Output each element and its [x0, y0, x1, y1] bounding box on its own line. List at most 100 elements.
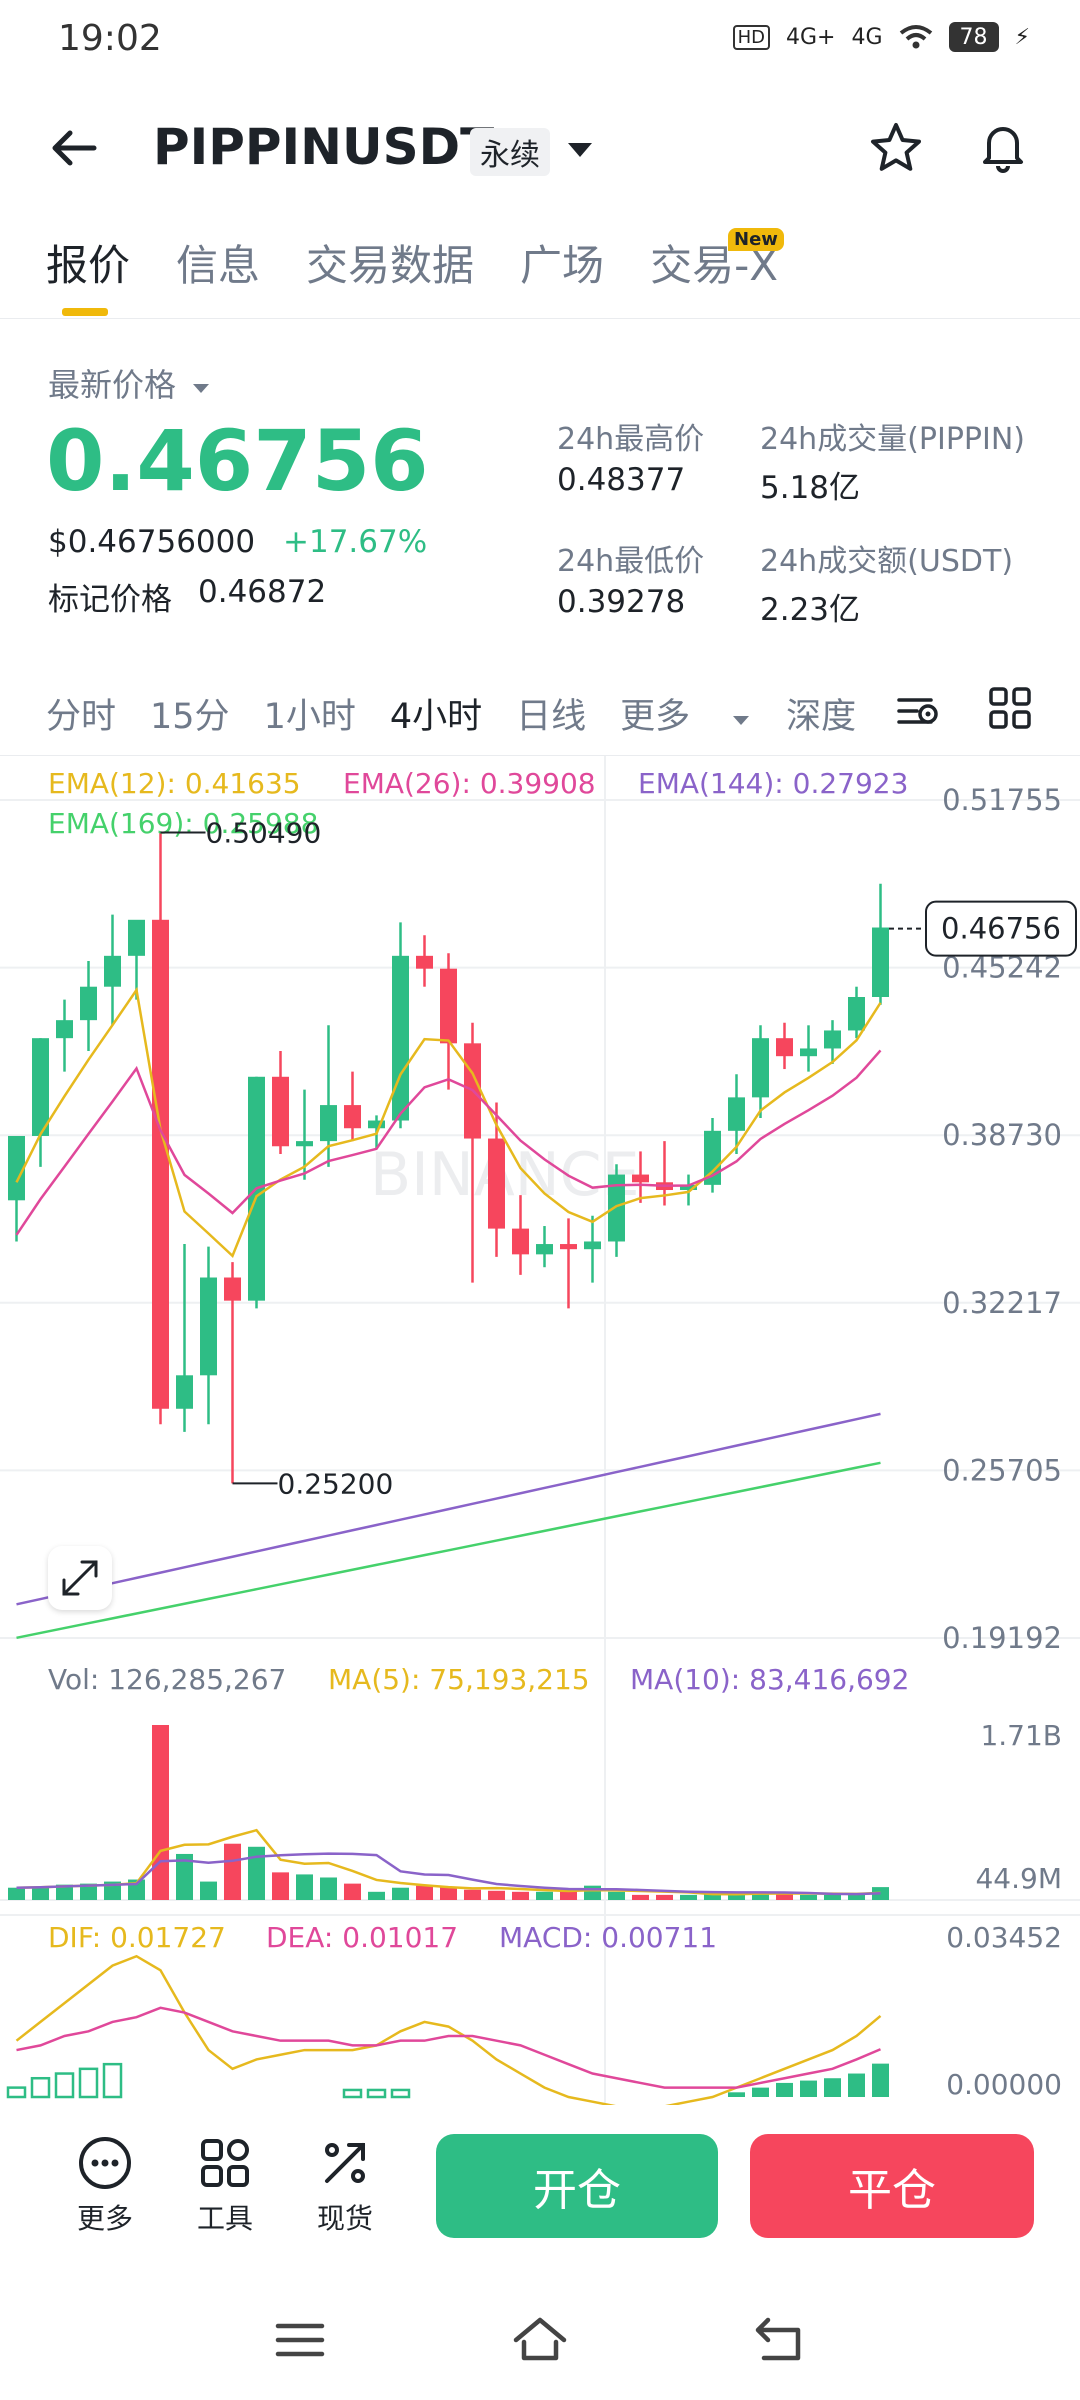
ema-legend-item: EMA(12): 0.41635: [48, 767, 301, 800]
indicator-settings-icon[interactable]: [895, 688, 941, 734]
ema-legend-item: EMA(169): 0.25988: [48, 807, 318, 840]
interval-15m[interactable]: 15分: [150, 697, 230, 737]
interval-1h[interactable]: 1小时: [263, 697, 356, 737]
spot-label: 现货: [316, 2202, 373, 2235]
candle-body: [536, 1244, 553, 1255]
more-button[interactable]: 更多: [55, 2135, 155, 2237]
volume-bar: [32, 1886, 49, 1900]
macd-hist-bar: [102, 2062, 123, 2099]
active-tab-indicator: [62, 308, 108, 316]
candle-body: [320, 1105, 337, 1142]
candle-body: [824, 1030, 841, 1049]
price-axis-label: 0.32217: [942, 1286, 1062, 1320]
tab-info[interactable]: 信息: [176, 241, 261, 290]
price-chart[interactable]: 0.517550.452420.387300.322170.257050.191…: [0, 755, 1080, 2105]
close-position-button[interactable]: 平仓: [750, 2134, 1034, 2238]
tab-trading-data[interactable]: 交易数据: [306, 241, 475, 290]
tab-square[interactable]: 广场: [520, 241, 605, 290]
candle-body: [200, 1277, 217, 1376]
volume-bar: [80, 1883, 97, 1900]
high-24h-value: 0.48377: [557, 462, 686, 498]
last-price-tag-box: [925, 900, 1077, 957]
candle-body: [80, 986, 97, 1021]
symbol-dropdown-icon[interactable]: [565, 140, 595, 160]
low-marker-label: 0.25200: [278, 1467, 394, 1500]
interval-4h[interactable]: 4小时: [389, 697, 483, 737]
candle-body: [8, 1135, 25, 1201]
interval-depth[interactable]: 深度: [786, 697, 857, 737]
volume-bar: [200, 1881, 217, 1900]
interval-more[interactable]: 更多: [620, 688, 752, 739]
volume-bar: [776, 1893, 793, 1900]
menu-icon[interactable]: [270, 2310, 330, 2370]
symbol-title[interactable]: PIPPINUSDT: [153, 118, 495, 176]
volume-bar: [248, 1846, 265, 1900]
macd-hist-bar: [366, 2088, 387, 2099]
mark-price-value: 0.46872: [198, 574, 327, 610]
price-axis-label: 0.25705: [942, 1453, 1062, 1487]
amount-24h-label: 24h成交额(USDT): [760, 544, 1014, 579]
candle-body: [56, 1020, 73, 1039]
macd-hist-bar: [54, 2072, 75, 2099]
volume-bar: [320, 1877, 337, 1900]
price-axis-label: 0.38730: [942, 1118, 1062, 1152]
macd-hist-bar: [776, 2082, 793, 2097]
spot-button[interactable]: 现货: [295, 2135, 395, 2237]
open-position-button[interactable]: 开仓: [436, 2134, 718, 2238]
macd-hist-bar: [824, 2078, 841, 2097]
macd-hist-bar: [78, 2067, 99, 2099]
volume-bar: [224, 1843, 241, 1900]
favorite-star-icon[interactable]: [868, 120, 924, 176]
volume-bar: [440, 1886, 457, 1900]
tab-quote[interactable]: 报价: [46, 241, 131, 290]
macd-dif-line: [15, 1954, 882, 2105]
volume-legend-item: MA(10): 83,416,692: [630, 1663, 909, 1696]
layout-grid-icon[interactable]: [988, 686, 1032, 730]
candle-body: [368, 1120, 385, 1129]
latest-price-label[interactable]: 最新价格: [48, 360, 212, 406]
macd-legend-item: DEA: 0.01017: [266, 1921, 458, 1954]
candle-body: [752, 1038, 769, 1098]
ema169-line: [16, 1461, 881, 1640]
macd-dea-line: [16, 2006, 881, 2089]
back-arrow-icon[interactable]: [48, 122, 100, 174]
new-badge: New: [728, 228, 784, 251]
latest-price-label-text: 最新价格: [48, 366, 177, 404]
volume-bar: [512, 1891, 529, 1900]
chevron-down-icon: [733, 716, 750, 725]
back-system-icon[interactable]: [750, 2310, 810, 2370]
volume-bar: [8, 1887, 25, 1900]
more-dots-icon: [79, 2137, 131, 2189]
candle-body: [344, 1105, 361, 1129]
volume-bar: [392, 1887, 409, 1900]
interval-1d[interactable]: 日线: [516, 697, 587, 737]
volume-bar: [632, 1894, 649, 1900]
candle-body: [584, 1241, 601, 1250]
candle-body: [704, 1130, 721, 1185]
volume-bar: [272, 1872, 289, 1900]
usd-price: $0.46756000: [48, 524, 256, 560]
interval-timeline[interactable]: 分时: [46, 697, 117, 737]
mark-price-label: 标记价格: [48, 582, 172, 618]
price-axis-label: 0.51755: [942, 783, 1062, 817]
expand-chart-button[interactable]: [48, 1546, 112, 1610]
ema-legend-item: EMA(144): 0.27923: [638, 767, 908, 800]
volume-ma10-line: [16, 1852, 881, 1896]
candle-body: [32, 1038, 49, 1136]
tools-button[interactable]: 工具: [175, 2135, 275, 2237]
last-price-tag-label: 0.46756: [941, 912, 1061, 946]
volume-bar: [752, 1891, 769, 1900]
home-icon[interactable]: [510, 2310, 570, 2370]
battery-icon: 78: [948, 22, 999, 52]
volume-bar: [728, 1892, 745, 1900]
expand-icon: [62, 1560, 98, 1596]
volume-bar: [152, 1725, 169, 1900]
volume-bar: [584, 1885, 601, 1900]
alert-bell-icon[interactable]: [975, 118, 1031, 174]
macd-hist-bar: [872, 2063, 889, 2097]
top-tabs: 报价 信息 交易数据 广场 交易-X: [46, 232, 778, 293]
macd-hist-bar: [728, 2092, 745, 2097]
macd-axis-label: 0.03452: [946, 1921, 1062, 1954]
amount-24h-value: 2.23亿: [760, 592, 861, 628]
volume-bar: [464, 1889, 481, 1900]
